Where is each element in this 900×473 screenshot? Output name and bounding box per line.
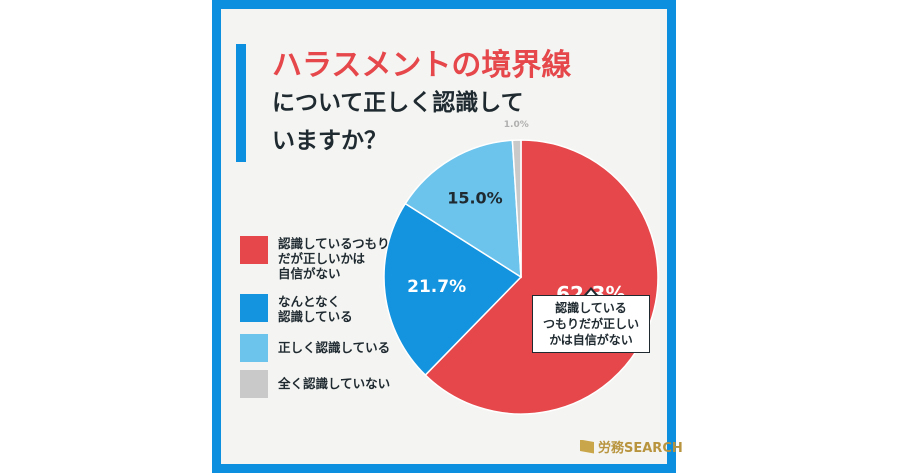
callout-pointer-fill [585, 290, 597, 297]
title-line-2: について正しく認識して [272, 90, 524, 116]
legend-swatch-1 [240, 236, 268, 264]
pie-slice-2 [383, 202, 523, 377]
title-line-3: いますか？ [272, 128, 387, 154]
slice-callout: 認識している つもりだが正しい かは自信がない [532, 295, 650, 353]
legend-item-4: 全く認識していない [240, 370, 390, 398]
legend-label-1: 認識しているつもり だが正しいかは 自信がない [278, 236, 390, 281]
book-icon [580, 439, 594, 454]
title-accent-bar [236, 44, 246, 162]
legend-item-3: 正しく認識している [240, 334, 390, 362]
slice-value-label-4: 1.0% [504, 120, 529, 130]
legend-label-4: 全く認識していない [278, 376, 391, 391]
pie-slice-4 [511, 139, 522, 278]
brand-name: 労務SEARCH [598, 441, 683, 456]
title-line-1: ハラスメントの境界線 [272, 48, 572, 83]
legend-label-2: なんとなく 認識している [278, 294, 353, 324]
legend-label-3: 正しく認識している [278, 340, 391, 355]
pie-slice-3 [404, 139, 522, 279]
legend-swatch-2 [240, 294, 268, 322]
legend-item-2: なんとなく 認識している [240, 294, 353, 324]
slice-value-label-3: 15.0% [447, 189, 503, 208]
legend-swatch-3 [240, 334, 268, 362]
brand-logo: 労務SEARCH [580, 437, 683, 456]
legend-swatch-4 [240, 370, 268, 398]
legend-item-1: 認識しているつもり だが正しいかは 自信がない [240, 236, 390, 281]
slice-value-label-2: 21.7% [407, 277, 466, 297]
